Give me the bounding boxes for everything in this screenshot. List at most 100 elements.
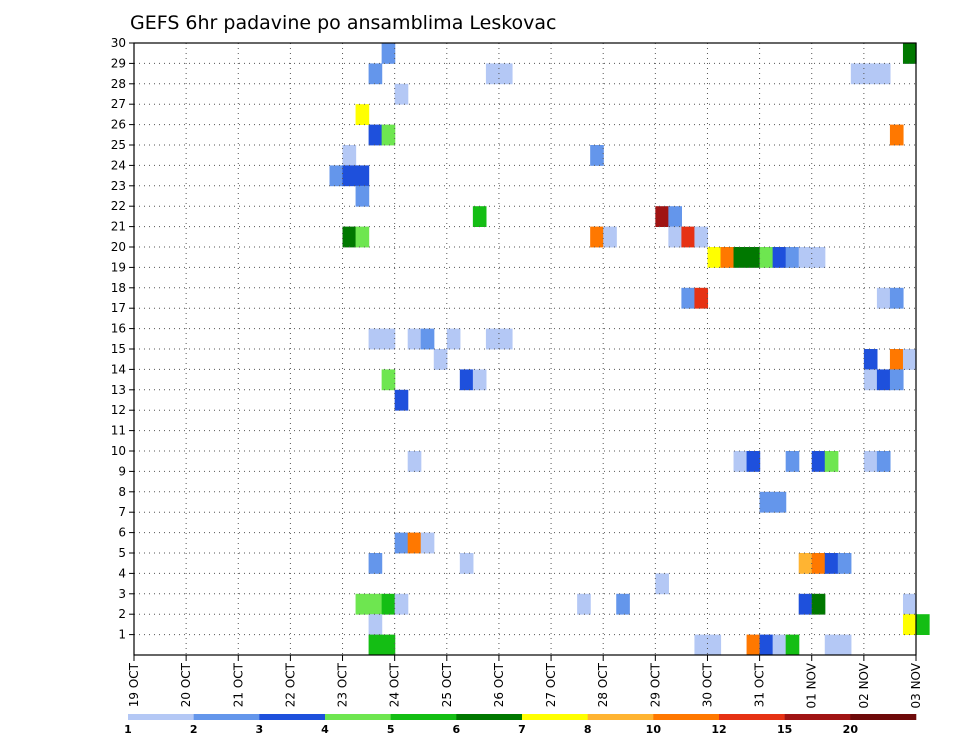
precip-cell-31 (707, 247, 722, 268)
precip-cell-63 (733, 451, 748, 472)
precip-cell-28 (668, 226, 682, 248)
precip-cell-64 (746, 451, 761, 472)
x-tick-label: 03 NOV (909, 662, 923, 708)
colorbar-segment (653, 714, 720, 720)
precip-cell-10 (394, 83, 409, 105)
precip-cell-26 (590, 226, 604, 248)
precip-cell-42 (876, 287, 891, 309)
y-tick-label: 12 (111, 403, 126, 417)
y-tick-label: 1 (118, 628, 126, 642)
precip-cell-69 (876, 451, 891, 472)
precip-cell-65 (785, 451, 800, 472)
y-tick-label: 27 (111, 97, 126, 111)
colorbar-label: 4 (321, 723, 329, 736)
precip-cell-55 (381, 369, 396, 391)
precip-cell-96 (694, 634, 709, 656)
precip-cell-85 (394, 593, 409, 615)
y-tick-label: 18 (111, 281, 126, 295)
precip-cell-71 (772, 491, 787, 513)
precip-cell-3 (902, 43, 917, 64)
precip-cell-32 (720, 247, 735, 268)
precip-cell-95 (381, 634, 396, 656)
precip-cell-86 (577, 593, 591, 615)
y-tick-label: 28 (111, 77, 126, 91)
precip-cell-27 (603, 226, 617, 248)
y-tick-label: 9 (118, 464, 126, 478)
precip-cell-59 (876, 369, 891, 391)
precip-cell-18 (342, 165, 357, 187)
precip-cell-58 (863, 369, 878, 391)
precip-cell-11 (355, 104, 370, 125)
x-tick-label: 24 OCT (388, 662, 402, 707)
colorbar-label: 3 (256, 723, 264, 736)
precip-cell-80 (837, 553, 852, 574)
precip-cell-72 (394, 532, 409, 554)
colorbar: 1 2 3 4 5 6 7 8 10 12 15 20 (124, 714, 917, 736)
precip-cell-38 (798, 247, 813, 268)
y-tick-label: 26 (111, 118, 126, 132)
y-tick-label: 16 (111, 322, 126, 336)
precip-cell-40 (681, 287, 696, 309)
precip-cell-68 (863, 451, 878, 472)
precip-cell-57 (472, 369, 487, 391)
precip-cell-25 (355, 226, 370, 248)
y-tick-label: 23 (111, 179, 126, 193)
y-tick-label: 4 (118, 566, 126, 580)
precip-cell-78 (811, 553, 826, 574)
colorbar-segment (850, 714, 917, 720)
precip-cell-54 (902, 349, 917, 370)
y-tick-label: 24 (111, 158, 126, 172)
y-tick-label: 10 (111, 444, 126, 458)
x-tick-label: 19 OCT (127, 662, 141, 707)
precip-cell-17 (329, 165, 344, 187)
precip-cell-23 (668, 206, 682, 227)
colorbar-segment (587, 714, 654, 720)
precip-cell-103 (837, 634, 852, 656)
precip-cell-20 (355, 185, 370, 207)
colorbar-label: 7 (518, 723, 526, 736)
precip-cell-5 (485, 63, 500, 85)
colorbar-segment (259, 714, 326, 720)
precip-cell-33 (733, 247, 748, 268)
colorbar-label: 1 (124, 723, 132, 736)
precip-cell-35 (759, 247, 774, 268)
precip-cell-29 (681, 226, 696, 248)
x-tick-label: 30 OCT (700, 662, 714, 707)
precip-cell-70 (759, 491, 774, 513)
precip-cell-52 (863, 349, 878, 370)
y-tick-label: 22 (111, 199, 126, 213)
colorbar-label: 10 (646, 723, 662, 736)
precip-cell-30 (694, 226, 709, 248)
colorbar-label: 12 (711, 723, 726, 736)
precip-cell-94 (368, 634, 383, 656)
precip-cell-90 (902, 593, 917, 615)
y-tick-label: 5 (118, 546, 126, 560)
precip-cell-9 (876, 63, 891, 85)
precip-cell-93 (916, 614, 930, 635)
x-tick-label: 26 OCT (492, 662, 506, 707)
precip-cell-43 (889, 287, 904, 309)
precip-cell-37 (785, 247, 800, 268)
y-tick-label: 19 (111, 260, 126, 274)
x-tick-label: 01 NOV (805, 662, 819, 708)
x-tick-label: 29 OCT (648, 662, 662, 707)
precip-cell-73 (407, 532, 422, 554)
cells-layer (329, 43, 930, 656)
precip-cell-36 (772, 247, 787, 268)
colorbar-segment (784, 714, 851, 720)
precip-cell-0 (381, 43, 396, 64)
precip-cell-100 (772, 634, 787, 656)
colorbar-label: 5 (387, 723, 395, 736)
y-tick-label: 7 (118, 505, 126, 519)
precip-cell-19 (355, 165, 370, 187)
x-tick-label: 28 OCT (596, 662, 610, 707)
x-tick-label: 23 OCT (336, 662, 350, 707)
precip-cell-75 (368, 553, 383, 574)
precip-cell-21 (472, 206, 487, 227)
precip-cell-7 (850, 63, 865, 85)
y-tick-label: 3 (118, 587, 126, 601)
precip-cell-82 (355, 593, 370, 615)
precip-cell-6 (498, 63, 513, 85)
precip-cell-4 (368, 63, 383, 85)
